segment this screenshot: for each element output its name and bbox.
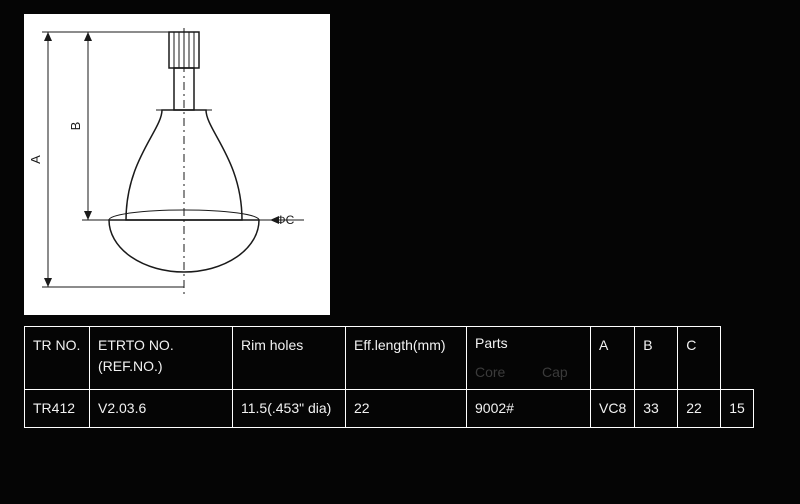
svg-text:B: B [68,122,83,131]
table-row: TR412 V2.03.6 11.5(.453" dia) 22 9002# V… [25,390,754,428]
cell-tr-no: TR412 [25,390,90,428]
col-etrto: ETRTO NO. (REF.NO.) [90,327,233,390]
cell-parts-core: 9002# [467,390,591,428]
svg-text:A: A [28,155,43,164]
col-a: A [591,327,635,390]
parts-cap-label: Cap [533,358,590,389]
cell-b: 22 [678,390,721,428]
cell-etrto: V2.03.6 [90,390,233,428]
cell-rim-holes: 11.5(.453" dia) [233,390,346,428]
table-header-row: TR NO. ETRTO NO. (REF.NO.) Rim holes Eff… [25,327,754,390]
valve-diagram: ABΦC [24,14,330,315]
parts-core-label: Core [467,358,533,389]
col-tr-no: TR NO. [25,327,90,390]
col-eff-length: Eff.length(mm) [346,327,467,390]
cell-eff-length: 22 [346,390,467,428]
col-rim-holes: Rim holes [233,327,346,390]
col-c: C [678,327,721,390]
valve-diagram-svg: ABΦC [24,14,330,310]
col-b: B [635,327,678,390]
cell-c: 15 [721,390,754,428]
col-parts: Parts Core Cap [467,327,591,390]
cell-parts-cap: VC8 [591,390,635,428]
parts-label: Parts [467,327,590,358]
spec-table: TR NO. ETRTO NO. (REF.NO.) Rim holes Eff… [24,326,754,428]
cell-a: 33 [635,390,678,428]
